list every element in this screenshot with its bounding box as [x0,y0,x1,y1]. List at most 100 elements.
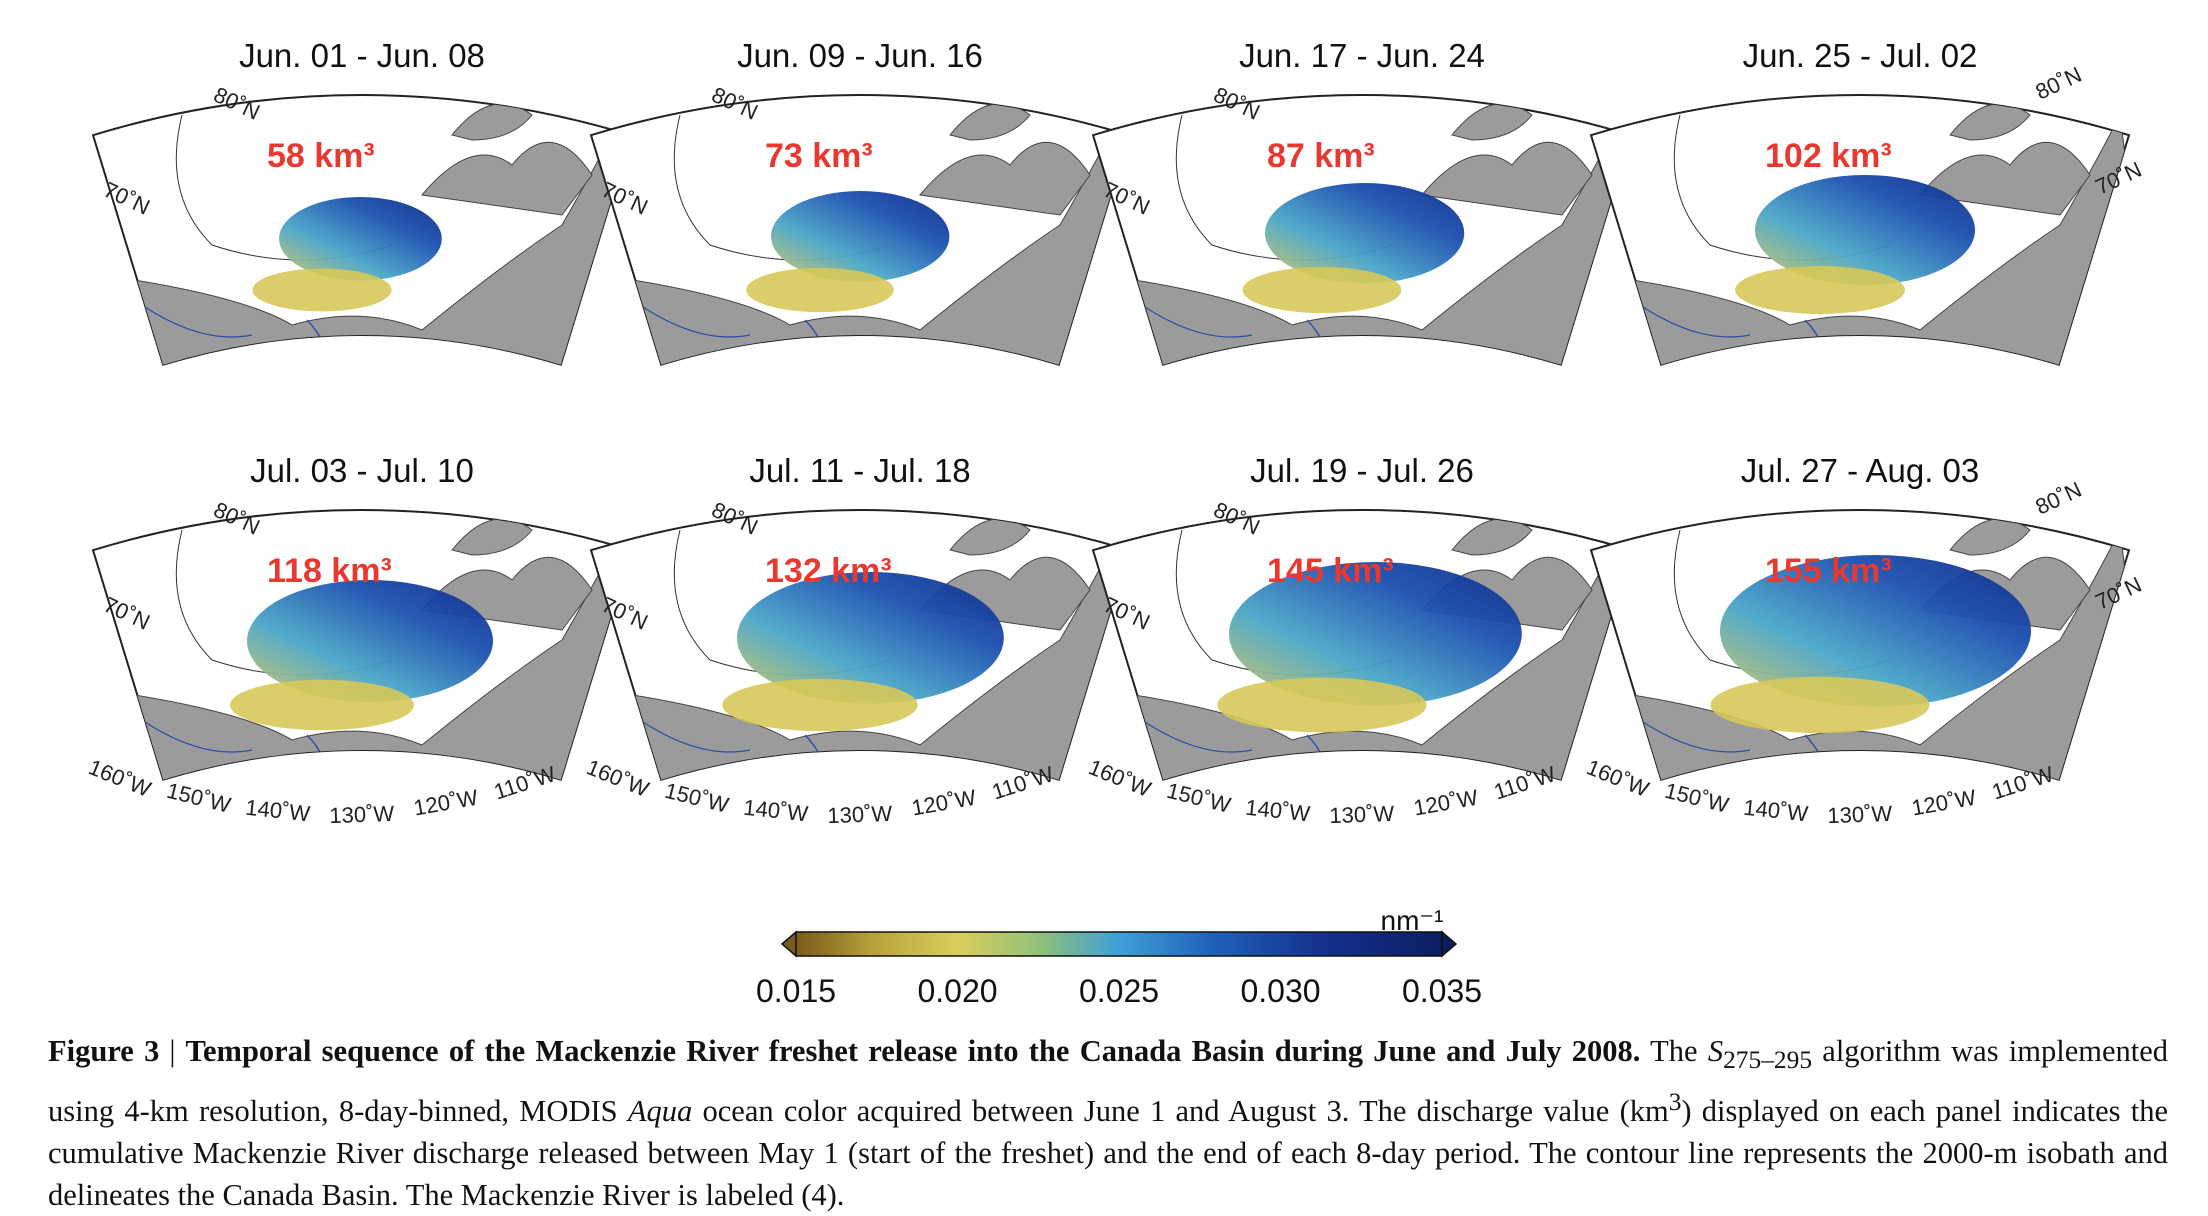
lon-label: 130˚W [1827,801,1893,828]
river-line [141,719,253,753]
caption-separator: | [169,1034,176,1068]
freshet-plume [1720,555,2031,707]
colorbar-tick-label: 0.025 [1079,973,1159,1009]
lat-80-label: 80˚N [2032,477,2086,520]
panel-title: Jul. 27 - Aug. 03 [1741,452,1980,489]
caption-s-symbol: S [1707,1034,1724,1068]
lon-label: 140˚W [1244,795,1311,827]
caption-aqua: Aqua [627,1094,693,1129]
plume-core [1217,677,1427,733]
freshet-plume [1755,175,1975,285]
caption-text-2: ocean color acquired between June 1 and … [702,1094,1669,1129]
lon-label: 150˚W [1164,778,1233,818]
caption-text-1: algorithm was implemented using 4-km res… [48,1034,2169,1129]
river-label: 4 [300,349,317,382]
arctic-island [1451,518,1533,556]
lon-label: 120˚W [910,785,978,821]
arctic-island [1949,518,2031,556]
panel-title: Jun. 17 - Jun. 24 [1239,37,1485,74]
caption-sup: 3 [1668,1088,1682,1117]
plume-core [746,267,894,313]
arctic-island [451,103,533,141]
river-line [639,719,751,753]
plume-core [1735,266,1905,314]
colorbar-tick-label: 0.015 [756,973,836,1009]
arctic-islands [1421,141,1593,216]
river-line [1639,304,1751,338]
caption-label: Figure 3 [48,1034,160,1068]
panel-title: Jun. 09 - Jun. 16 [737,37,983,74]
freshet-plume [737,572,1004,704]
freshet-plume [1229,562,1522,706]
arctic-island [1451,103,1533,141]
river-line [1141,304,1253,338]
arctic-islands [421,141,593,216]
lon-label: 150˚W [662,778,731,818]
caption-the: The [1650,1034,1698,1068]
plume-core [252,268,392,312]
panel-title: Jul. 19 - Jul. 26 [1250,452,1474,489]
lon-label: 160˚W [85,754,155,802]
plume-core [1242,266,1402,314]
colorbar-gradient [795,931,1443,957]
colorbar-left-arrow [780,930,797,958]
plume-core [230,679,414,731]
lon-label: 130˚W [1329,801,1395,828]
lon-label: 160˚W [583,754,653,802]
river-label: 4 [1798,349,1815,382]
discharge-label: 73 km³ [765,137,873,175]
arctic-island [451,518,533,556]
freshet-plume [1265,183,1465,284]
discharge-label: 102 km³ [1765,137,1892,175]
panel-title: Jun. 01 - Jun. 08 [239,37,485,74]
panel-title: Jul. 11 - Jul. 18 [749,452,970,489]
arctic-islands [919,141,1091,216]
caption-title: Temporal sequence of the Mackenzie River… [185,1034,1641,1068]
river-line [141,304,253,338]
colorbar-right-arrow [1441,930,1458,958]
river-label: 4 [798,764,815,797]
lon-label: 120˚W [1412,785,1480,821]
discharge-label: 132 km³ [765,552,892,590]
lon-label: 120˚W [1910,785,1978,821]
colorbar-tick-label: 0.030 [1240,973,1320,1009]
river-label: 4 [798,349,815,382]
discharge-label: 155 km³ [1765,552,1892,590]
plume-core [1710,676,1930,734]
arctic-island [949,518,1031,556]
lon-label: 160˚W [1085,754,1155,802]
discharge-label: 87 km³ [1267,137,1375,175]
panel-title: Jun. 25 - Jul. 02 [1743,37,1978,74]
lon-label: 140˚W [1742,795,1809,827]
colorbar-tick-label: 0.020 [917,973,997,1009]
arctic-islands [1919,141,2091,216]
arctic-island [949,103,1031,141]
river-label: 4 [1798,764,1815,797]
lon-label: 160˚W [1583,754,1653,802]
lon-label: 140˚W [742,795,809,827]
plume-core [722,678,918,732]
colorbar: nm⁻¹ 0.015 0.020 0.025 0.030 0.035 [756,905,1482,1009]
discharge-label: 58 km³ [267,137,375,175]
lon-label: 130˚W [329,801,395,828]
river-label: 4 [1300,764,1317,797]
freshet-plume [771,191,950,282]
discharge-label: 145 km³ [1267,552,1394,590]
river-label: 4 [1300,349,1317,382]
lon-label: 150˚W [1662,778,1731,818]
colorbar-tick-label: 0.035 [1402,973,1482,1009]
discharge-label: 118 km³ [267,552,392,590]
river-label: 4 [300,764,317,797]
lon-label: 120˚W [412,785,480,821]
lon-label: 150˚W [164,778,233,818]
river-line [1639,719,1751,753]
river-line [1141,719,1253,753]
lat-80-label: 80˚N [2032,62,2086,105]
figure-caption: Figure 3 | Temporal sequence of the Macken… [48,1030,2168,1216]
